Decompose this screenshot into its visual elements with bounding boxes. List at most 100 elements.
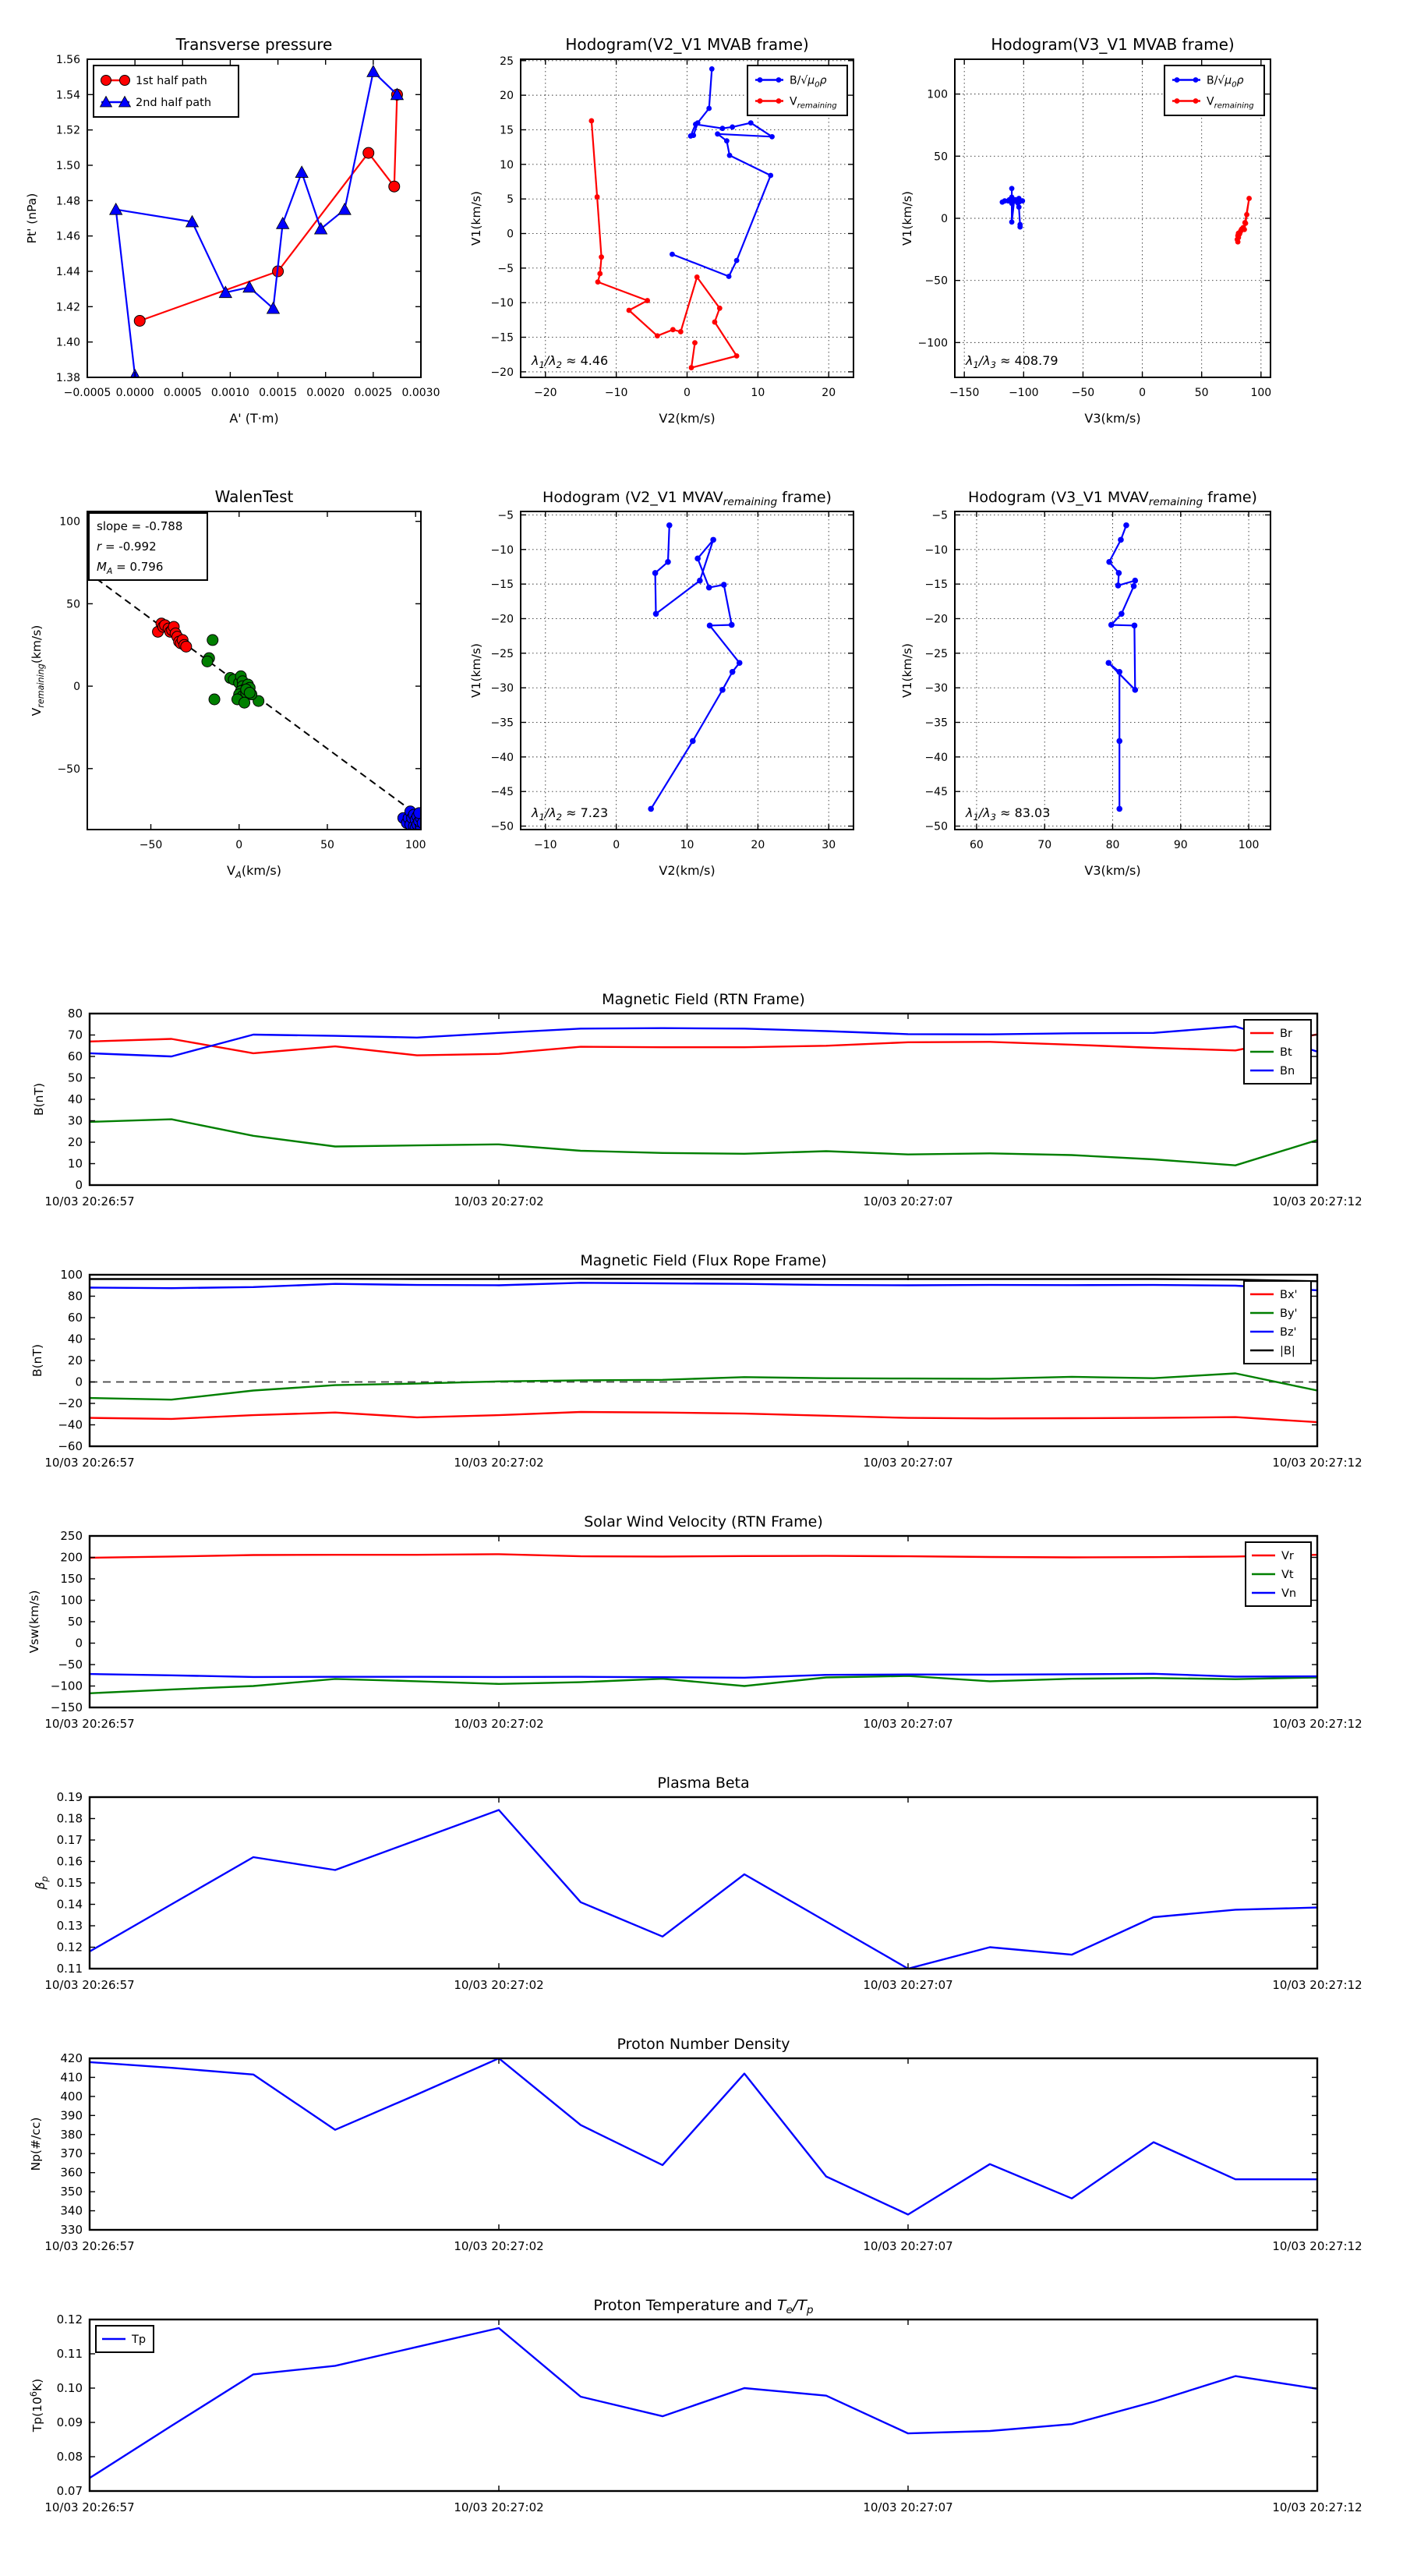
- x-tick-label: 0: [684, 387, 691, 399]
- plot-area: [648, 522, 743, 812]
- y-tick-label: −100: [51, 1679, 83, 1693]
- legend-label-bz-prime: Bz': [1280, 1326, 1297, 1339]
- y-tick-label: 0: [75, 1375, 83, 1389]
- y-tick-label: −5: [931, 509, 948, 522]
- x-tick-label: 0.0025: [354, 387, 392, 399]
- y-tick-label: −50: [924, 275, 948, 288]
- y-tick-labels: 0 10 20 30 40 50 60 70 80: [68, 1007, 83, 1192]
- y-tick-label: −50: [58, 1658, 83, 1672]
- magnetic-field-rtn-title: Magnetic Field (RTN Frame): [602, 991, 805, 1008]
- x-tick-label: 0.0005: [164, 387, 202, 399]
- y-tick-label: −100: [918, 337, 948, 349]
- y-tick-label: 1.40: [56, 337, 80, 349]
- tick-marks: [521, 59, 853, 377]
- y-tick-label: 0: [75, 1178, 83, 1192]
- tick-marks: [89, 1274, 1318, 1447]
- y-tick-label: 50: [68, 1615, 83, 1629]
- y-tick-labels: −100 −50 0 50 100: [918, 89, 948, 350]
- y-tick-label: −15: [490, 332, 514, 345]
- series-br: [90, 1033, 1317, 1056]
- x-tick-label: 10/03 20:26:57: [44, 1194, 134, 1208]
- stats-line: slope = -0.788: [97, 519, 182, 533]
- axes-frame: [88, 1012, 1319, 1187]
- x-tick-labels: 10/03 20:26:57 10/03 20:27:02 10/03 20:27:…: [44, 2500, 1362, 2514]
- y-tick-label: 0.19: [57, 1790, 83, 1804]
- y-tick-label: 390: [60, 2108, 83, 2122]
- legend-label-bt: Bt: [1280, 1046, 1292, 1059]
- x-tick-label: 100: [405, 839, 426, 851]
- y-tick-label: 0.11: [57, 2347, 83, 2361]
- x-tick-label: 0.0020: [306, 387, 345, 399]
- y-tick-label: 0: [73, 681, 80, 693]
- x-tick-labels: −10 0 10 20 30: [534, 839, 836, 851]
- y-tick-label: 330: [60, 2223, 83, 2237]
- y-tick-label: −50: [57, 763, 80, 776]
- x-tick-label: 10/03 20:27:12: [1272, 2239, 1362, 2253]
- panel-hodogram-v2v1-mvab: −20 −10 0 10 20 −20 −15 −10 −5 0 5 10 15 20 25 V2(km/s)…: [469, 35, 854, 426]
- y-tick-label: −45: [924, 786, 948, 798]
- plot-area: [90, 1025, 1317, 1166]
- transverse-pressure-legend: 1st half path 2nd half path: [93, 65, 239, 118]
- hodogram-v3v1-mvab-xlabel: V3(km/s): [1084, 411, 1140, 426]
- y-tick-label: −5: [497, 263, 514, 275]
- walen-test-ylabel: Vremaining(km/s): [30, 625, 46, 717]
- series-second-half-path: [115, 70, 398, 376]
- plot-area: [90, 1809, 1317, 1969]
- y-tick-label: −20: [58, 1396, 83, 1410]
- hodogram-v2v1-mvab-xlabel: V2(km/s): [659, 411, 715, 426]
- legend-label-vr: Vr: [1281, 1550, 1294, 1562]
- tick-marks: [955, 59, 1270, 377]
- tick-marks: [89, 1535, 1318, 1708]
- x-tick-label: 10: [751, 387, 765, 399]
- y-tick-label: 1.56: [56, 54, 80, 66]
- legend-label-tp: Tp: [131, 2334, 146, 2346]
- x-tick-label: 10/03 20:27:02: [454, 2239, 543, 2253]
- plot-area: [999, 186, 1252, 245]
- legend-label-v-remaining: Vremaining: [1207, 96, 1254, 111]
- x-tick-label: 10/03 20:27:02: [454, 1194, 543, 1208]
- y-tick-labels: −20 −15 −10 −5 0 5 10 15 20 25: [490, 55, 514, 379]
- reference-line: [87, 571, 421, 819]
- y-tick-label: −50: [490, 821, 514, 833]
- axes-frame: [88, 2318, 1319, 2493]
- y-tick-label: 420: [60, 2051, 83, 2065]
- x-tick-label: 0.0015: [259, 387, 297, 399]
- y-tick-label: −20: [490, 366, 514, 379]
- x-tick-label: −150: [949, 387, 979, 399]
- x-tick-label: 10/03 20:27:07: [863, 2500, 952, 2514]
- solar-wind-velocity-rtn-legend: Vr Vt Vn: [1245, 1541, 1312, 1607]
- y-tick-label: 0.14: [57, 1898, 83, 1912]
- series-np: [90, 2058, 1317, 2216]
- hodogram-v2v1-mvav-annotation: λ1/λ2 ≈ 7.23: [531, 805, 608, 823]
- y-tick-label: −10: [490, 544, 514, 557]
- legend-label-br: Br: [1280, 1028, 1292, 1040]
- y-tick-labels: 0.07 0.08 0.09 0.10 0.11 0.12: [57, 2312, 83, 2498]
- x-tick-label: 10/03 20:26:57: [44, 1978, 134, 1992]
- x-tick-label: 20: [822, 387, 836, 399]
- y-tick-label: −25: [490, 648, 514, 660]
- hodogram-v3v1-mvab-ylabel: V1(km/s): [900, 191, 914, 246]
- hodogram-v3v1-mvav-annotation: λ1/λ3 ≈ 83.03: [965, 805, 1050, 823]
- x-tick-label: 10/03 20:27:07: [863, 1456, 952, 1470]
- y-tick-label: 350: [60, 2185, 83, 2199]
- y-tick-label: 15: [500, 124, 514, 136]
- panel-hodogram-v2v1-mvav: −10 0 10 20 30 −50 −45 −40 −35 −30 −25 −20 −15 −10 −5 V…: [469, 489, 854, 878]
- y-tick-label: 360: [60, 2166, 83, 2180]
- series-walen-second-half-markers: [397, 805, 421, 830]
- series-tp: [90, 2327, 1317, 2479]
- series-hodogram-path-markers: [1105, 522, 1139, 812]
- y-tick-label: 0.12: [57, 1941, 83, 1955]
- y-tick-label: −25: [924, 648, 948, 660]
- x-tick-label: 20: [751, 839, 765, 851]
- axes-frame: [87, 58, 422, 378]
- x-tick-label: 10/03 20:26:57: [44, 2239, 134, 2253]
- y-tick-label: 1.48: [56, 195, 80, 207]
- y-tick-label: 0: [75, 1637, 83, 1651]
- stats-line: MA = 0.796: [97, 560, 163, 576]
- y-tick-labels: −60 −40 −20 0 20 40 60 80 100: [58, 1268, 83, 1453]
- legend-label-vn: Vn: [1281, 1587, 1296, 1600]
- y-tick-label: 1.46: [56, 231, 80, 243]
- x-tick-label: 10/03 20:26:57: [44, 1456, 134, 1470]
- y-tick-label: 370: [60, 2146, 83, 2160]
